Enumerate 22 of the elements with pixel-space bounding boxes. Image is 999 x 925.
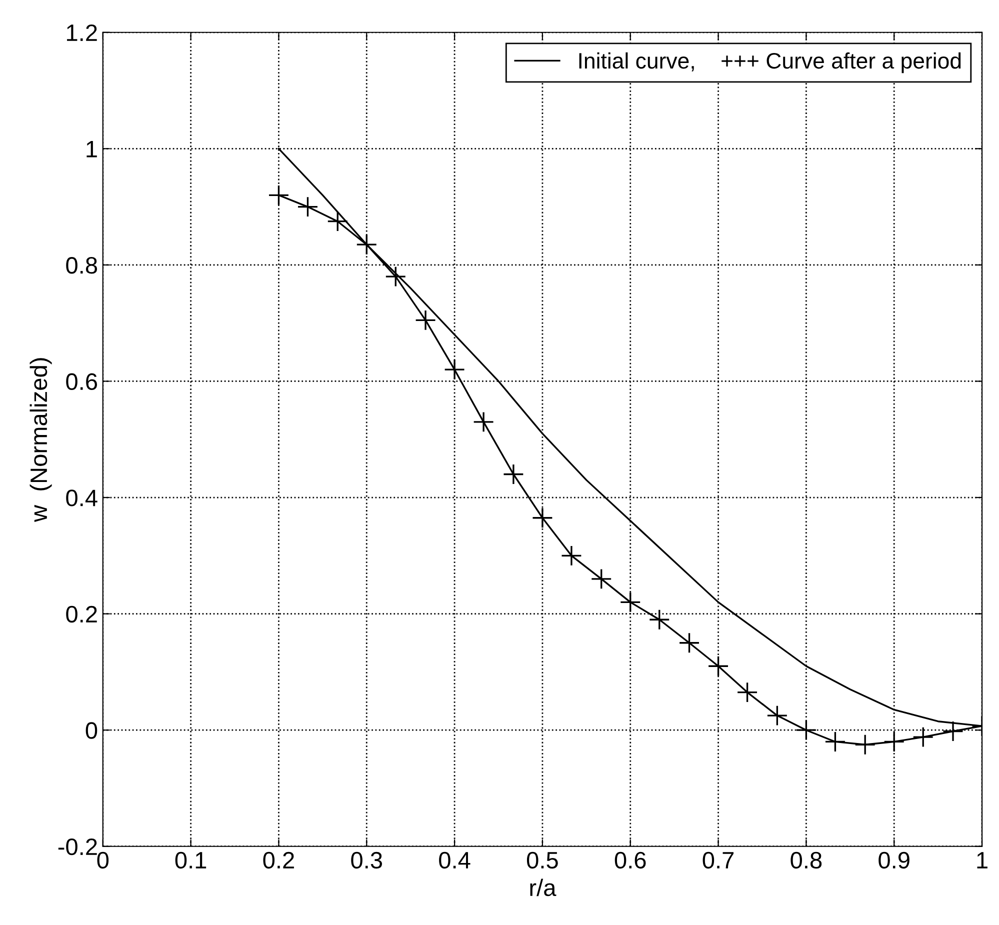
x-tick-label: 0.9 xyxy=(878,852,910,869)
x-tick-label: 0.1 xyxy=(175,852,206,869)
x-tick-label: 0.6 xyxy=(614,852,646,869)
y-axis-title: w (Normalized) xyxy=(30,358,52,522)
y-tick-label: 0.4 xyxy=(66,490,98,506)
y-tick-label: 1.2 xyxy=(67,24,97,41)
x-axis-title: r/a xyxy=(530,878,556,896)
y-tick-label: 0.6 xyxy=(66,373,97,390)
y-tick-label: 1 xyxy=(86,140,97,158)
x-tick-label: 0 xyxy=(97,852,109,869)
x-tick-label: 0.4 xyxy=(439,852,470,869)
x-tick-label: 0.5 xyxy=(526,852,558,869)
y-tick-label: 0.2 xyxy=(66,606,97,623)
legend-label: Initial curve, +++ Curve after a period xyxy=(579,52,961,74)
x-tick-label: 0.3 xyxy=(351,852,382,869)
x-tick-label: 0.7 xyxy=(702,852,734,869)
x-tick-label: 1 xyxy=(977,852,988,868)
x-tick-label: 0.8 xyxy=(790,852,822,869)
y-tick-label: 0 xyxy=(86,722,98,739)
x-tick-label: 0.2 xyxy=(263,852,294,869)
y-tick-label: 0.8 xyxy=(66,257,98,274)
y-tick-label: -0.2 xyxy=(58,838,97,856)
